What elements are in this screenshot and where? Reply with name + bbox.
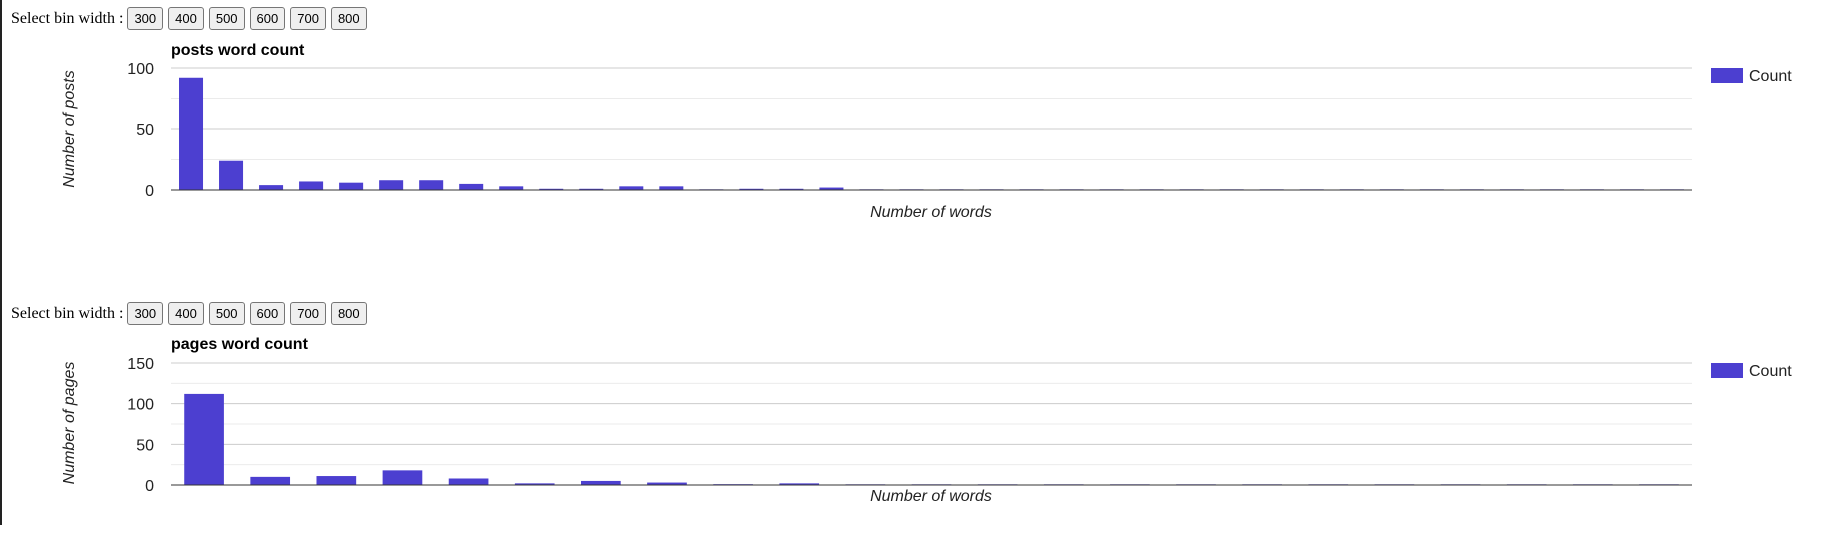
bin-600-button[interactable]: 600 [249,7,286,30]
legend-label: Count [1749,363,1792,380]
bar[interactable] [539,188,564,190]
bar[interactable] [316,476,357,485]
bin-600-button[interactable]: 600 [249,302,286,325]
bin-700-button[interactable]: 700 [290,7,326,30]
x-axis-label: Number of words [870,204,992,221]
bar[interactable] [739,188,764,190]
bin-width-label: Select bin width : [11,9,124,27]
bin-800-button[interactable]: 800 [330,7,367,30]
bin-width-selector: Select bin width : 300 400 500 600 700 8… [11,302,372,325]
y-axis-label: Number of posts [61,70,78,187]
bar[interactable] [379,180,404,190]
bin-400-button[interactable]: 400 [168,302,204,325]
bar[interactable] [448,478,489,485]
pages-panel: Select bin width : 300 400 500 600 700 8… [0,295,1832,555]
bin-width-selector: Select bin width : 300 400 500 600 700 8… [11,7,372,30]
bin-700-button[interactable]: 700 [290,302,326,325]
bar[interactable] [647,482,687,485]
y-tick-label: 0 [145,183,154,200]
y-tick-label: 0 [145,478,154,495]
posts-word-count-chart: posts word count Number of words Number … [61,42,1792,221]
legend-label: Count [1749,68,1792,85]
bar[interactable] [459,183,484,190]
bar[interactable] [299,181,324,190]
bar[interactable] [259,185,284,190]
bar[interactable] [499,186,524,190]
y-tick-label: 100 [127,61,154,78]
bar[interactable] [581,480,621,485]
bar[interactable] [419,180,444,190]
chart-title: pages word count [171,336,309,353]
legend-swatch [1711,363,1743,378]
y-tick-label: 50 [136,437,154,454]
bin-300-button[interactable]: 300 [127,302,164,325]
bar[interactable] [250,476,291,485]
bin-500-button[interactable]: 500 [208,302,245,325]
bin-400-button[interactable]: 400 [168,7,204,30]
bin-500-button[interactable]: 500 [208,7,245,30]
bar[interactable] [779,483,820,485]
chart-title: posts word count [171,42,305,59]
bar[interactable] [579,188,604,190]
pages-word-count-chart: pages word count Number of words Number … [61,336,1792,505]
x-axis-label: Number of words [870,488,992,505]
bar[interactable] [179,77,204,190]
bar[interactable] [382,470,423,485]
bar[interactable] [219,160,244,190]
bin-width-label: Select bin width : [11,304,124,322]
bar[interactable] [339,182,364,190]
legend-swatch [1711,68,1743,83]
y-axis-label: Number of pages [61,362,78,485]
bar[interactable] [619,186,644,190]
bar[interactable] [514,483,555,485]
bin-800-button[interactable]: 800 [330,302,367,325]
y-tick-label: 150 [127,356,154,373]
posts-panel: Select bin width : 300 400 500 600 700 8… [0,0,1832,260]
bar[interactable] [819,187,844,190]
bar[interactable] [659,186,684,190]
bar[interactable] [779,188,804,190]
y-tick-label: 100 [127,397,154,414]
y-tick-label: 50 [136,122,154,139]
bin-300-button[interactable]: 300 [127,7,164,30]
left-border [0,0,2,525]
bar[interactable] [184,393,224,485]
